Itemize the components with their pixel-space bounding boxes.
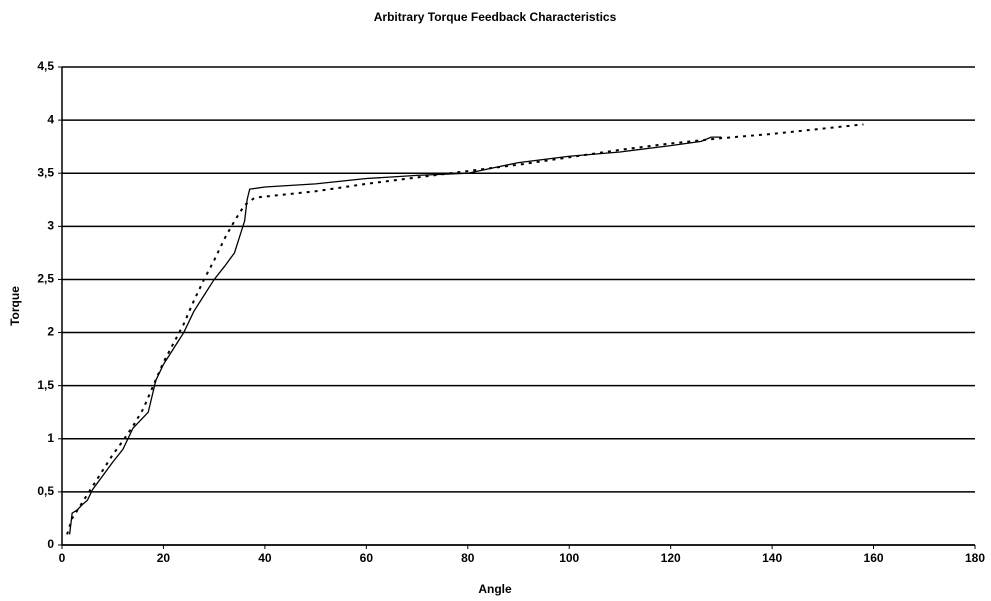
x-tick-label: 160 xyxy=(864,551,884,565)
y-tick-label: 3 xyxy=(47,219,54,233)
y-tick-label: 2,5 xyxy=(37,272,54,286)
y-tick-label: 3,5 xyxy=(37,165,54,179)
x-tick-label: 80 xyxy=(461,551,475,565)
x-axis-label: Angle xyxy=(478,582,512,596)
x-tick-label: 0 xyxy=(59,551,66,565)
x-tick-label: 180 xyxy=(965,551,985,565)
x-tick-label: 20 xyxy=(157,551,171,565)
data-line xyxy=(68,136,722,535)
y-tick-label: 4,5 xyxy=(37,59,54,73)
y-tick-label: 1 xyxy=(47,431,54,445)
y-tick-label: 0 xyxy=(47,537,54,551)
x-tick-label: 140 xyxy=(762,551,782,565)
y-axis-label: Torque xyxy=(8,286,22,326)
chart-title: Arbitrary Torque Feedback Characteristic… xyxy=(374,10,617,24)
x-tick-label: 40 xyxy=(258,551,272,565)
data-line xyxy=(66,123,864,535)
x-tick-label: 100 xyxy=(559,551,579,565)
y-tick-label: 0,5 xyxy=(37,484,54,498)
x-tick-label: 60 xyxy=(360,551,374,565)
y-tick-label: 1,5 xyxy=(37,378,54,392)
y-tick-label: 2 xyxy=(47,325,54,339)
y-tick-label: 4 xyxy=(47,112,54,126)
x-tick-label: 120 xyxy=(661,551,681,565)
